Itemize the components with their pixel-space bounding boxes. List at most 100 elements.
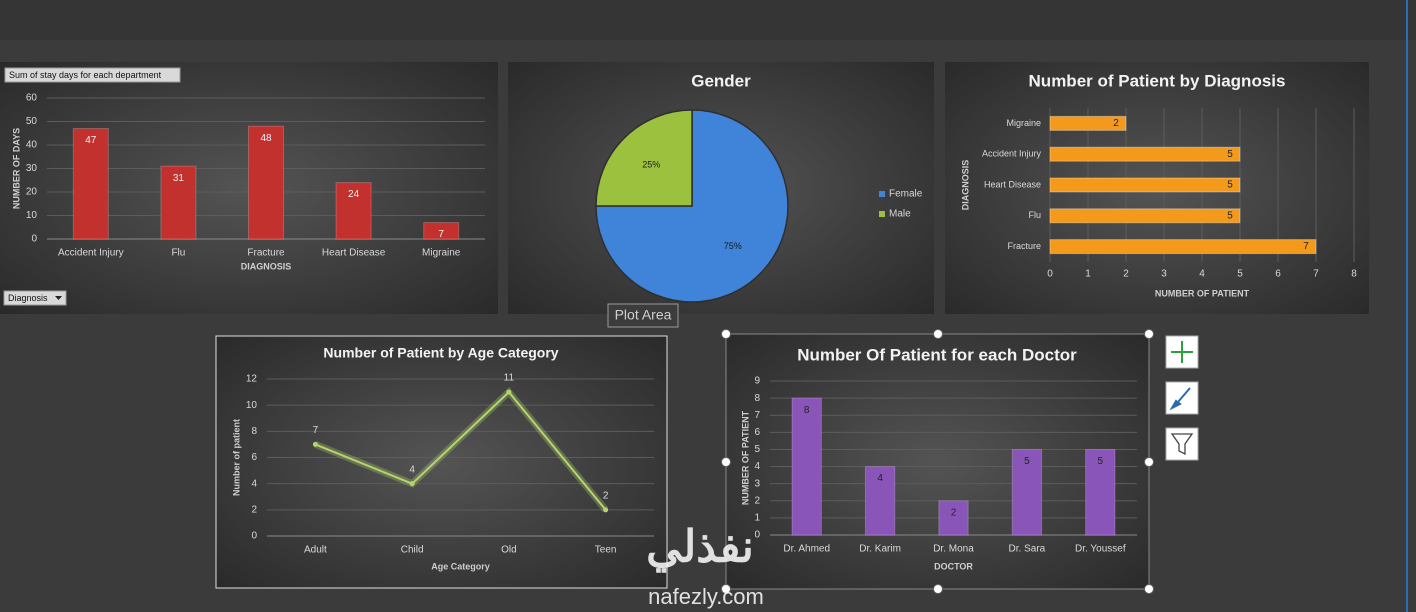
x-tick-label: Dr. Youssef — [1075, 544, 1126, 555]
funnel-icon — [1170, 433, 1194, 456]
bar — [1049, 177, 1241, 193]
handle[interactable] — [721, 584, 731, 594]
x-tick-label: 0 — [1047, 269, 1053, 280]
chart-title: Gender — [691, 71, 751, 90]
x-tick-label: 1 — [1085, 269, 1091, 280]
filter-button[interactable] — [3, 290, 67, 306]
data-label: 7 — [438, 229, 444, 240]
y-tick-label: 1 — [754, 513, 760, 524]
handle[interactable] — [1144, 457, 1154, 467]
x-tick-label: Dr. Mona — [933, 544, 974, 555]
y-tick-label: Fracture — [1007, 241, 1041, 251]
y-tick-label: 60 — [26, 93, 38, 104]
pivot-label: Sum of stay days for each department — [9, 70, 162, 80]
x-tick-label: Migraine — [422, 248, 461, 259]
legend-swatch — [879, 211, 885, 217]
y-tick-label: 50 — [26, 116, 38, 127]
data-label: 2 — [1113, 118, 1119, 129]
x-axis-title: Age Category — [431, 561, 490, 571]
handle[interactable] — [933, 329, 943, 339]
data-label: 47 — [85, 135, 97, 146]
data-label: 5 — [1098, 456, 1104, 467]
x-axis-title: DOCTOR — [934, 561, 973, 571]
x-tick-label: Dr. Ahmed — [783, 544, 830, 555]
handle[interactable] — [933, 584, 943, 594]
data-label: 75% — [724, 241, 742, 251]
brush-icon — [1169, 387, 1191, 411]
bar — [938, 500, 969, 536]
filter-chart-button[interactable] — [1165, 427, 1199, 461]
y-tick-label: 30 — [26, 163, 38, 174]
x-tick-label: 5 — [1237, 269, 1243, 280]
y-tick-label: 4 — [251, 478, 257, 489]
x-tick-label: Child — [401, 545, 424, 556]
y-tick-label: Migraine — [1006, 118, 1041, 128]
legend-swatch — [879, 191, 885, 197]
point — [603, 507, 609, 513]
bar — [1049, 115, 1127, 131]
point — [312, 441, 318, 447]
legend-label: Female — [889, 189, 923, 200]
handle[interactable] — [721, 329, 731, 339]
data-label: 8 — [804, 405, 810, 416]
y-tick-label: 10 — [26, 210, 38, 221]
y-tick-label: 6 — [754, 427, 760, 438]
x-tick-label: 7 — [1313, 269, 1319, 280]
handle[interactable] — [1144, 584, 1154, 594]
data-label: 4 — [409, 464, 415, 475]
y-tick-label: 5 — [754, 444, 760, 455]
y-tick-label: 7 — [754, 410, 760, 421]
y-tick-label: Accident Injury — [982, 149, 1042, 159]
y-tick-label: 10 — [246, 400, 258, 411]
data-label: 11 — [504, 373, 515, 384]
pivot-label-button[interactable] — [4, 67, 181, 83]
x-tick-label: 6 — [1275, 269, 1281, 280]
data-label: 5 — [1024, 456, 1030, 467]
y-tick-label: 6 — [251, 452, 257, 463]
bar — [1049, 239, 1317, 255]
x-axis-title: NUMBER OF PATIENT — [1155, 288, 1250, 298]
x-tick-label: Heart Disease — [322, 248, 386, 259]
data-label: 2 — [951, 507, 957, 518]
bar — [1011, 448, 1043, 536]
y-tick-label: 0 — [251, 531, 257, 542]
pie-slice — [595, 109, 693, 207]
data-label: 5 — [1227, 210, 1233, 221]
x-tick-label: Fracture — [247, 248, 285, 259]
panel — [215, 335, 668, 589]
top-band — [0, 0, 1416, 40]
line — [314, 390, 607, 511]
x-tick-label: 2 — [1123, 269, 1129, 280]
handle[interactable] — [1144, 329, 1154, 339]
x-tick-label: 4 — [1199, 269, 1205, 280]
bar — [864, 466, 896, 536]
side-buttons — [1165, 335, 1199, 461]
data-label: 7 — [1303, 241, 1309, 252]
plus-icon — [1171, 341, 1193, 363]
point — [506, 389, 512, 395]
data-label: 25% — [642, 160, 660, 170]
point — [409, 481, 415, 487]
data-label: 31 — [173, 173, 185, 184]
handle[interactable] — [721, 457, 731, 467]
bar — [1049, 146, 1241, 162]
y-tick-label: 8 — [754, 393, 760, 404]
data-label: 48 — [260, 133, 272, 144]
chart-title: Number of Patient by Diagnosis — [1029, 71, 1286, 90]
y-tick-label: Flu — [1028, 210, 1041, 220]
y-tick-label: 8 — [251, 426, 257, 437]
data-label: 2 — [603, 490, 609, 501]
y-tick-label: 2 — [251, 504, 257, 515]
data-label: 24 — [348, 189, 360, 200]
bar — [72, 128, 109, 240]
x-tick-label: Teen — [595, 545, 617, 556]
bar — [1049, 208, 1241, 224]
y-tick-label: Heart Disease — [984, 179, 1041, 189]
filter-label: Diagnosis — [8, 293, 48, 303]
watermark: نفذلي — [646, 523, 754, 574]
watermark: nafezly.com — [648, 584, 764, 609]
bar — [160, 165, 197, 240]
chart-title: Number Of Patient for each Doctor — [797, 345, 1077, 364]
